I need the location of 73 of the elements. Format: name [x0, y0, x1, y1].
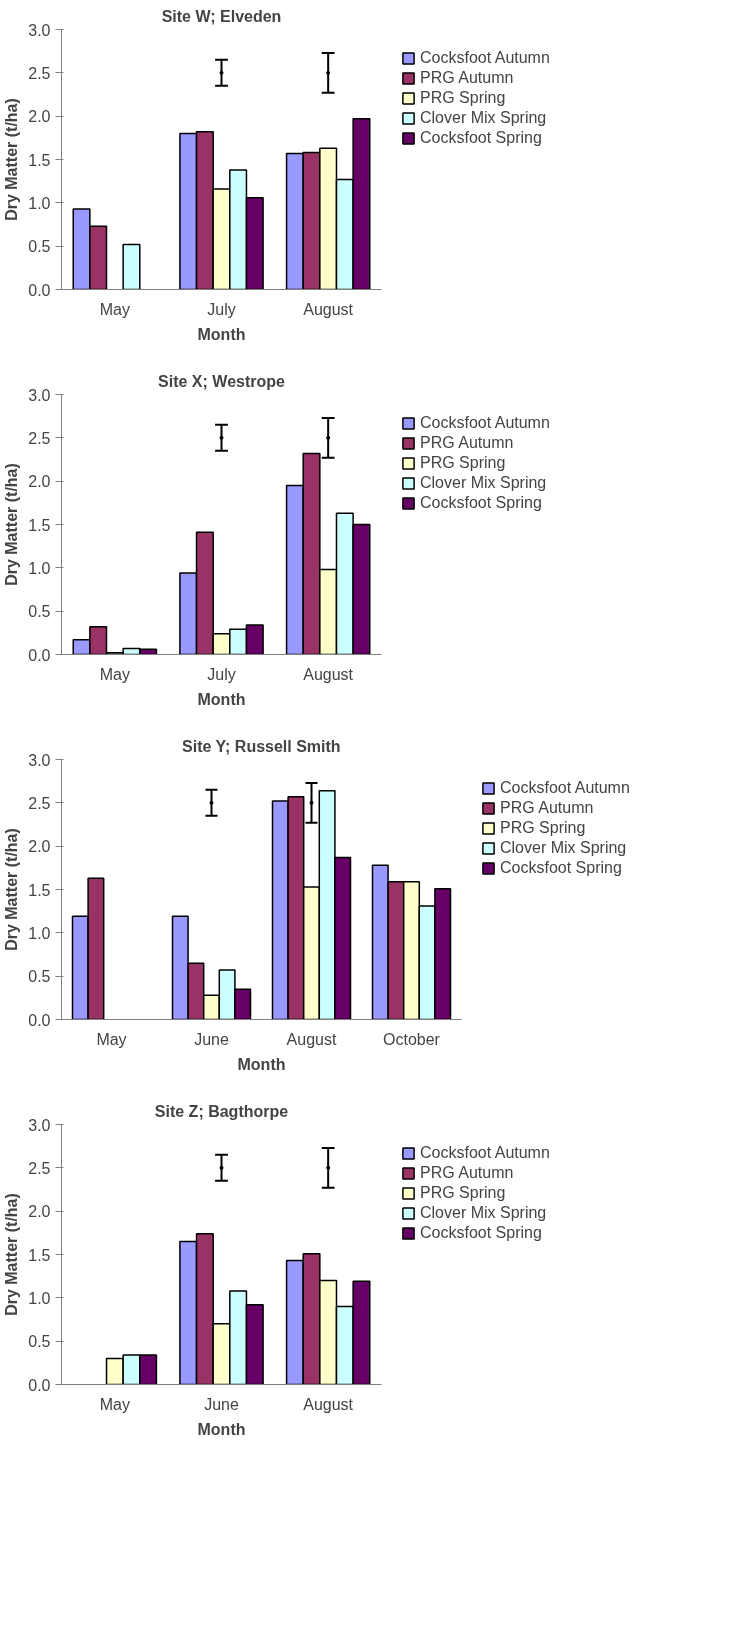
x-tick-label: June: [194, 1030, 229, 1048]
x-tick-label: August: [303, 1395, 354, 1413]
y-tick-label: 3.0: [28, 751, 51, 769]
x-tick-label: May: [99, 665, 130, 683]
y-tick-label: 0.0: [28, 646, 51, 664]
y-tick-label: 2.5: [28, 429, 51, 447]
y-tick-label: 2.0: [28, 838, 51, 856]
x-tick-label: May: [99, 1395, 130, 1413]
y-tick-label: 0.5: [28, 1333, 51, 1351]
y-tick-label: 2.0: [28, 108, 51, 126]
x-tick-label: May: [96, 1030, 127, 1048]
y-axis-title: Dry Matter (t/ha): [3, 98, 21, 221]
legend-label: Cocksfoot Autumn: [420, 414, 550, 432]
chart-title: Site X; Westrope: [158, 372, 286, 390]
legend-label: Cocksfoot Spring: [420, 129, 542, 147]
y-tick-label: 1.5: [28, 881, 51, 899]
x-axis-title: Month: [197, 325, 246, 343]
legend-label: Clover Mix Spring: [420, 1204, 547, 1222]
x-tick-label: May: [99, 300, 130, 318]
x-tick-label: August: [303, 300, 354, 318]
y-tick-label: 0.0: [28, 281, 51, 299]
chart-title: Site Z; Bagthorpe: [154, 1102, 289, 1120]
y-tick-label: 0.5: [28, 968, 51, 986]
x-axis-title: Month: [197, 690, 246, 708]
y-tick-label: 1.0: [28, 1289, 51, 1307]
x-tick-label: October: [383, 1030, 441, 1048]
legend-label: Cocksfoot Autumn: [420, 49, 550, 67]
y-axis-title: Dry Matter (t/ha): [3, 1193, 21, 1316]
x-axis-title: Month: [237, 1055, 286, 1073]
y-tick-label: 1.5: [28, 1246, 51, 1264]
chart-title: Site Y; Russell Smith: [182, 737, 341, 755]
y-tick-label: 1.5: [28, 516, 51, 534]
legend-label: Cocksfoot Spring: [500, 859, 622, 877]
legend-label: Cocksfoot Autumn: [420, 1144, 550, 1162]
legend-label: PRG Autumn: [420, 1164, 514, 1182]
legend-label: PRG Autumn: [420, 434, 514, 452]
y-tick-label: 2.0: [28, 473, 51, 491]
legend-label: PRG Spring: [420, 89, 506, 107]
chart-title: Site W; Elveden: [161, 7, 282, 25]
x-axis-title: Month: [197, 1420, 246, 1438]
x-tick-label: August: [286, 1030, 337, 1048]
x-tick-label: July: [207, 665, 236, 683]
legend-label: PRG Spring: [420, 1184, 506, 1202]
x-tick-label: June: [204, 1395, 239, 1413]
legend-label: Cocksfoot Spring: [420, 494, 542, 512]
y-tick-label: 3.0: [28, 21, 51, 39]
y-tick-label: 2.5: [28, 64, 51, 82]
y-axis-title: Dry Matter (t/ha): [3, 828, 21, 951]
y-tick-label: 0.5: [28, 238, 51, 256]
legend-label: PRG Autumn: [420, 69, 514, 87]
legend-label: PRG Spring: [500, 819, 586, 837]
y-tick-label: 0.5: [28, 603, 51, 621]
legend-label: PRG Autumn: [500, 799, 594, 817]
y-tick-label: 3.0: [28, 1116, 51, 1134]
y-tick-label: 2.5: [28, 1159, 51, 1177]
x-tick-label: July: [207, 300, 236, 318]
y-tick-label: 0.0: [28, 1011, 51, 1029]
x-tick-label: August: [303, 665, 354, 683]
legend-label: Clover Mix Spring: [500, 839, 627, 857]
y-axis-title: Dry Matter (t/ha): [3, 463, 21, 586]
y-tick-label: 2.5: [28, 794, 51, 812]
y-tick-label: 1.0: [28, 924, 51, 942]
legend-label: Clover Mix Spring: [420, 474, 547, 492]
y-tick-label: 1.5: [28, 151, 51, 169]
legend-label: PRG Spring: [420, 454, 506, 472]
y-tick-label: 3.0: [28, 386, 51, 404]
y-tick-label: 1.0: [28, 559, 51, 577]
legend-label: Clover Mix Spring: [420, 109, 547, 127]
y-tick-label: 0.0: [28, 1376, 51, 1394]
y-tick-label: 2.0: [28, 1203, 51, 1221]
legend-label: Cocksfoot Spring: [420, 1224, 542, 1242]
legend-label: Cocksfoot Autumn: [500, 779, 630, 797]
y-tick-label: 1.0: [28, 194, 51, 212]
